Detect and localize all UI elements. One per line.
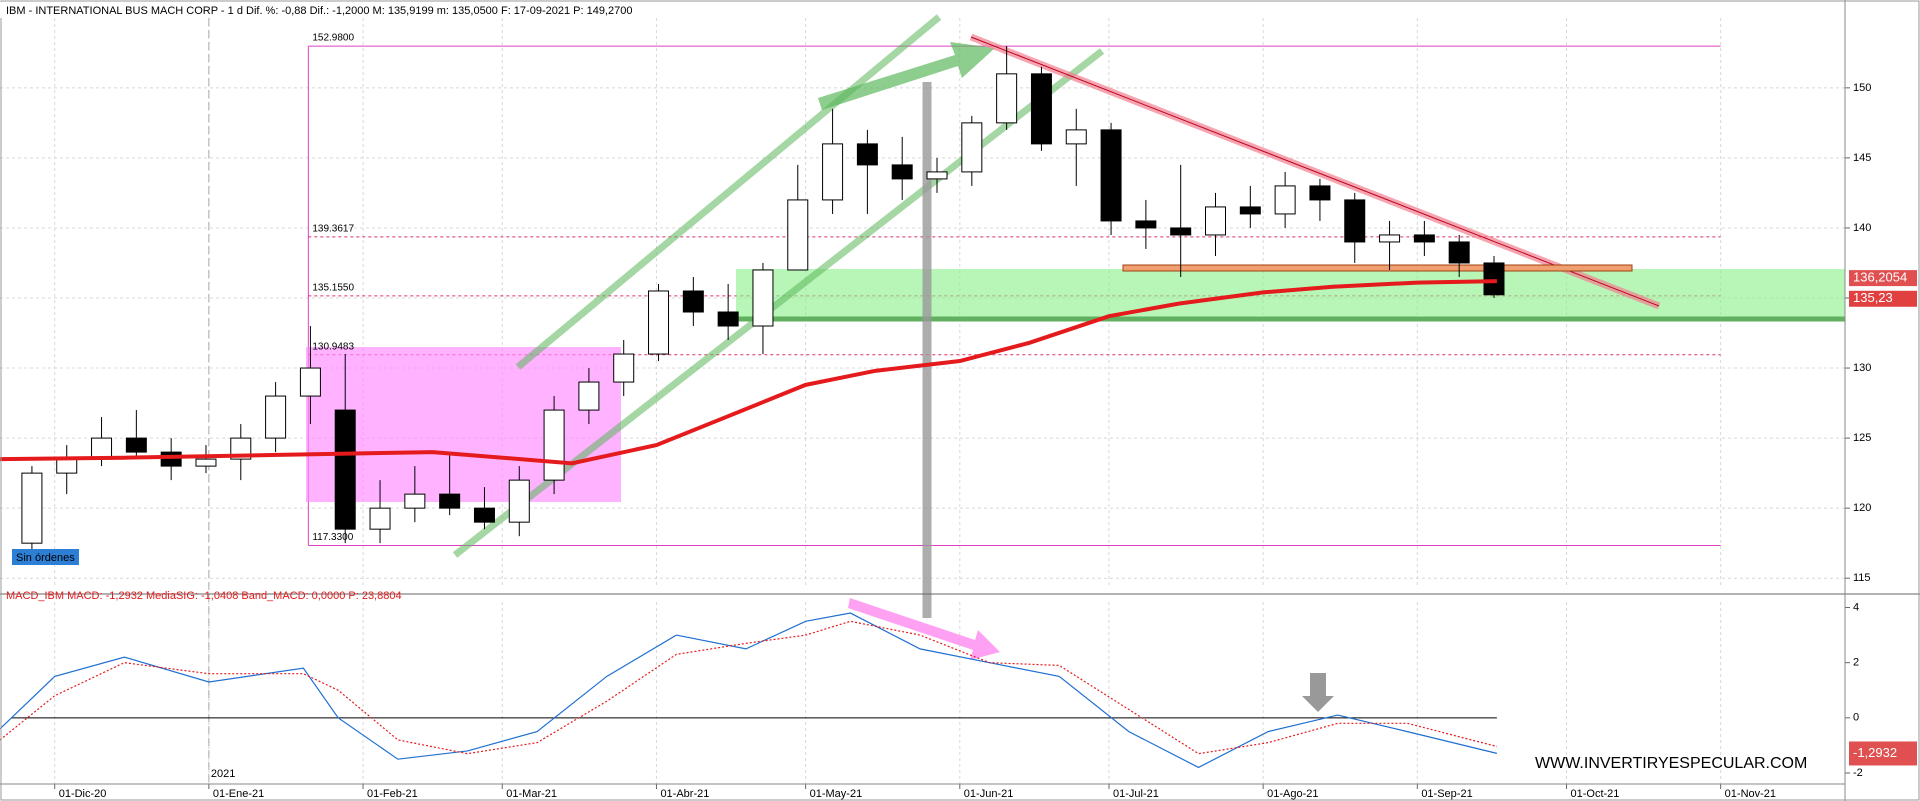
y-tick-label: 125 (1853, 432, 1871, 444)
candle-body (787, 199, 809, 271)
candle-body (1309, 185, 1331, 201)
highlight-box (306, 347, 621, 502)
candle-body (926, 171, 948, 180)
fib-label: 117.3300 (312, 532, 353, 543)
candle-body (891, 164, 913, 180)
x-tick-label: 01-Abr-21 (660, 788, 709, 800)
y-tick-label: 115 (1853, 572, 1871, 584)
candle-body (613, 353, 635, 383)
x-tick-label: 01-Sep-21 (1421, 788, 1472, 800)
candle-body (1205, 206, 1227, 236)
candle-body (1274, 185, 1296, 215)
year-label: 2021 (211, 768, 235, 780)
candle-body (299, 367, 321, 397)
candle-body (648, 290, 670, 355)
resistance-line (970, 36, 1660, 307)
candle-body (1483, 262, 1505, 296)
candle-body (56, 458, 78, 474)
macd-title: MACD_IBM MACD: -1,2932 MediaSIG: -1,0408… (6, 590, 402, 602)
divergence-arrow (848, 598, 1000, 660)
candle-body (856, 143, 878, 166)
channel-line (515, 14, 942, 370)
candle-body (125, 437, 147, 453)
candle-body (682, 290, 704, 313)
price-tag (1849, 290, 1917, 307)
y-tick-label: 140 (1853, 222, 1871, 234)
candle-body (1030, 73, 1052, 145)
candle-body (822, 143, 844, 201)
fib-label: 152.9800 (312, 33, 354, 44)
y-tick-label: 130 (1853, 362, 1871, 374)
signal-arrow (1302, 673, 1334, 712)
y-tick-label: 145 (1853, 152, 1871, 164)
macd-line (0, 612, 1498, 769)
order-badge (12, 549, 79, 565)
candle-body (334, 409, 356, 530)
header-bg (0, 2, 700, 18)
candle-body (473, 507, 495, 523)
candle-body (578, 381, 600, 411)
price-tag (1849, 270, 1917, 287)
support-zone (736, 269, 1845, 321)
fib-label: 135.1550 (312, 282, 354, 293)
candle-body (1170, 227, 1192, 236)
candle-body (1379, 234, 1401, 243)
candle-body (508, 479, 530, 523)
x-tick-label: 01-Feb-21 (367, 788, 418, 800)
candle-body (1135, 220, 1157, 229)
y-tick-label: 120 (1853, 502, 1871, 514)
candle-body (1344, 199, 1366, 243)
candle-body (404, 493, 426, 509)
macd-line (0, 620, 1498, 755)
candle-body (195, 458, 217, 467)
candle-body (265, 395, 287, 439)
x-tick-label: 01-Mar-21 (506, 788, 557, 800)
x-tick-label: 01-May-21 (810, 788, 863, 800)
x-tick-label: 01-Ago-21 (1267, 788, 1318, 800)
candle-body (1413, 234, 1435, 243)
candle-body (1448, 241, 1470, 264)
moving-average (0, 279, 1497, 466)
x-tick-label: 01-Ene-21 (213, 788, 264, 800)
chart-title: IBM - INTERNATIONAL BUS MACH CORP - 1 d … (6, 5, 632, 17)
y-tick-label: 4 (1853, 601, 1859, 613)
candle-body (717, 311, 739, 327)
trend-arrow (818, 42, 995, 110)
price-tag-label: 136,2054 (1853, 270, 1907, 285)
x-tick-label: 01-Jul-21 (1113, 788, 1159, 800)
candle-body (369, 507, 391, 530)
candle-body (1239, 206, 1261, 215)
y-tick-label: -2 (1853, 767, 1863, 779)
x-tick-label: 01-Jun-21 (964, 788, 1014, 800)
x-tick-label: 01-Nov-21 (1725, 788, 1776, 800)
order-status: Sin órdenes (16, 552, 75, 564)
watermark: WWW.INVERTIRYESPECULAR.COM (1535, 755, 1807, 772)
candle-body (1065, 129, 1087, 145)
candle-body (543, 409, 565, 481)
fib-label: 130.9483 (312, 341, 354, 352)
y-tick-label: 0 (1853, 712, 1859, 724)
fib-label: 139.3617 (312, 224, 354, 235)
y-tick-label: 150 (1853, 82, 1871, 94)
range-line (1122, 264, 1633, 272)
price-tag-label: 135,23 (1853, 290, 1893, 305)
y-tick-label: 2 (1853, 657, 1859, 669)
candle-body (996, 73, 1018, 124)
candle-body (752, 269, 774, 327)
x-tick-label: 01-Dic-20 (59, 788, 107, 800)
candle-body (160, 451, 182, 467)
candle-body (1100, 129, 1122, 222)
x-tick-label: 01-Oct-21 (1571, 788, 1620, 800)
price-tag (1849, 741, 1917, 766)
price-tag-label: -1,2932 (1853, 745, 1897, 760)
candle-body (961, 122, 983, 173)
candle-body (439, 493, 461, 509)
candle-body (21, 472, 43, 544)
